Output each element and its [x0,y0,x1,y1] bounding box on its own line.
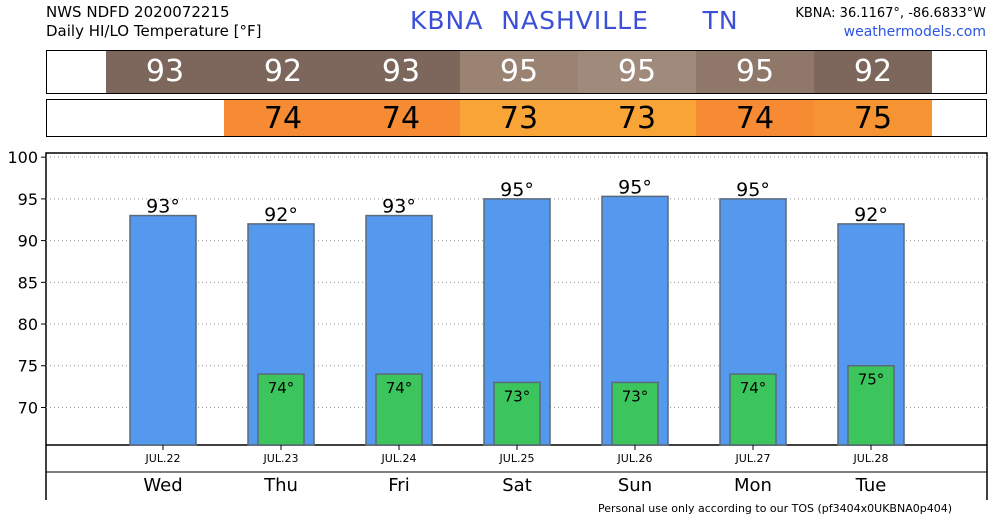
x-date-label: JUL.26 [617,452,653,465]
low-bar [257,373,305,446]
low-bar-label: 73° [622,387,649,405]
y-tick-label: 85 [18,273,38,292]
high-bar [129,214,197,446]
station-state: TN [702,6,739,35]
y-tick-label: 80 [18,315,38,334]
high-bar-label: 93° [382,196,416,218]
x-day-label: Sat [502,475,532,496]
x-date-label: JUL.27 [735,452,771,465]
station-city: NASHVILLE [501,6,649,35]
footer-note: Personal use only according to our TOS (… [598,502,952,515]
high-strip-cell-4: 95 [578,51,696,93]
high-strip-cell-0: 93 [106,51,224,93]
high-strip-cell-5: 95 [696,51,814,93]
high-strip-cell-3: 95 [460,51,578,93]
high-bar-label: 92° [264,204,298,226]
high-strip-cell-6: 92 [814,51,932,93]
low-bar-label: 74° [386,379,413,397]
low-strip-cell-6: 75 [814,100,932,136]
site-link[interactable]: weathermodels.com [843,24,986,40]
product-line: Daily HI/LO Temperature [°F] [46,22,262,40]
low-temperature-strip: 74 74 73 73 74 75 [46,99,987,137]
x-date-label: JUL.28 [853,452,889,465]
x-day-label: Fri [388,475,409,496]
y-tick-label: 90 [18,232,38,251]
low-bar-label: 73° [504,387,531,405]
x-day-label: Sun [618,475,652,496]
low-strip-cell-5: 74 [696,100,814,136]
low-bar [375,373,423,446]
high-strip-cell-1: 92 [224,51,342,93]
low-strip-cell-2: 74 [342,100,460,136]
y-tick-label: 75 [18,357,38,376]
header-left: NWS NDFD 2020072215 Daily HI/LO Temperat… [46,3,262,41]
station-id: KBNA [410,6,484,35]
low-bar [847,364,895,446]
station-title: KBNA NASHVILLE TN [410,6,739,35]
low-bar-label: 75° [858,371,885,389]
low-strip-cell-1: 74 [224,100,342,136]
low-strip-cell-3: 73 [460,100,578,136]
y-tick-label: 70 [18,398,38,417]
x-day-label: Thu [263,475,298,496]
low-strip-cell-0 [106,100,224,136]
low-strip-cell-4: 73 [578,100,696,136]
x-day-label: Wed [143,475,182,496]
high-bar-label: 95° [736,179,770,201]
low-bar-label: 74° [268,379,295,397]
temperature-bar-chart: 70 75 80 85 90 95 100 93° JUL.22 Wed 92° 74° JUL.23 T… [7,148,988,500]
high-bar-label: 93° [146,196,180,218]
station-coords: KBNA: 36.1167°, -86.6833°W [795,6,986,21]
low-bar [611,381,659,446]
high-temperature-strip: 93 92 93 95 95 95 92 [46,50,987,94]
y-tick-label: 100 [7,148,38,167]
x-date-label: JUL.24 [381,452,417,465]
y-tick-label: 95 [18,190,38,209]
source-line: NWS NDFD 2020072215 [46,3,230,21]
low-bar-label: 74° [740,379,767,397]
x-day-label: Tue [855,475,887,496]
high-bar-label: 92° [854,204,888,226]
high-bar-label: 95° [500,179,534,201]
high-bar-label: 95° [618,176,652,198]
x-date-label: JUL.23 [263,452,299,465]
x-date-label: JUL.22 [145,452,181,465]
x-day-label: Mon [734,475,772,496]
header-right: KBNA: 36.1167°, -86.6833°W weathermodels… [795,4,986,42]
high-strip-cell-2: 93 [342,51,460,93]
x-date-label: JUL.25 [499,452,535,465]
